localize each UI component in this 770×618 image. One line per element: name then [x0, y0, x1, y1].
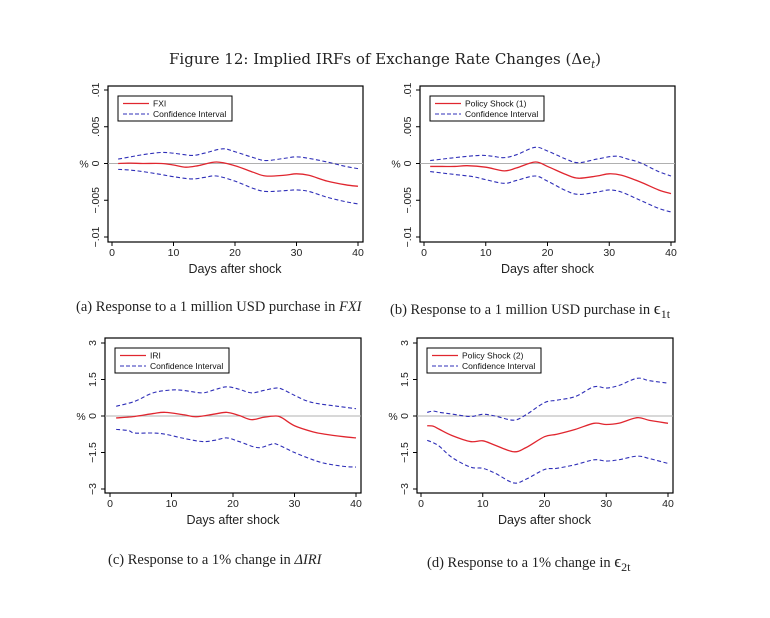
figure-title: Figure 12: Implied IRFs of Exchange Rate…	[0, 50, 770, 71]
panel-d-legend-label-point: Policy Shock (2)	[462, 351, 524, 361]
panel-a-y-tick-label: −.005	[90, 187, 102, 214]
panel-a-x-tick-label: 30	[291, 247, 303, 259]
caption-d-subscript: 2t	[621, 559, 631, 574]
panel-d-x-tick-label: 10	[477, 498, 489, 510]
panel-b-x-tick-label: 0	[421, 247, 427, 259]
panel-b-y-tick-label: .005	[402, 116, 414, 137]
panel-c-x-tick-label: 30	[289, 498, 301, 510]
panel-a-x-tick-label: 20	[229, 247, 241, 259]
panel-c-x-tick-label: 10	[166, 498, 178, 510]
panel-d-ci-lower-line	[426, 439, 669, 484]
panel-b-legend-label-point: Policy Shock (1)	[465, 99, 527, 109]
panel-c-x-tick-label: 0	[107, 498, 113, 510]
panel-a-x-tick-label: 0	[109, 247, 115, 259]
panel-c-legend-box	[114, 347, 230, 374]
panel-c-y-axis-label: %	[76, 411, 85, 423]
panel-b-y-tick-label: 0	[402, 160, 414, 166]
panel-a-ci-lower-line	[118, 168, 359, 205]
caption-b-math: ϵ	[653, 299, 661, 318]
panel-d-x-tick-label: 20	[539, 498, 551, 510]
panel-d-y-axis-label: %	[388, 411, 397, 423]
panel-d-y-tick-label: 3	[399, 340, 411, 346]
panel-d-point-estimate-line	[427, 416, 669, 453]
panel-c-y-tick-label: 0	[87, 413, 99, 419]
panel-a-legend-label-ci: Confidence Interval	[153, 109, 226, 119]
panel-d-legend-box	[426, 347, 542, 374]
panel-a-x-axis-title: Days after shock	[188, 262, 282, 276]
panel-a-y-tick-label: −.01	[90, 226, 102, 247]
panel-b-x-tick-label: 30	[603, 247, 615, 259]
panel-d-x-tick-label: 40	[662, 498, 674, 510]
panel-a-y-axis-label: %	[79, 159, 88, 171]
panel-d-x-axis-title: Days after shock	[498, 513, 592, 527]
panel-b-legend-label-ci: Confidence Interval	[465, 109, 538, 119]
caption-d-math: ϵ	[614, 552, 622, 571]
figure-title-subscript: t	[591, 60, 596, 71]
caption-b-text: (b) Response to a 1 million USD purchase…	[390, 302, 654, 318]
panel-d-legend: Policy Shock (2)Confidence Interval	[426, 347, 542, 374]
caption-c-math: ΔIRI	[294, 552, 322, 568]
panel-d-y-tick-label: 0	[399, 413, 411, 419]
caption-c-text: (c) Response to a 1% change in	[108, 552, 295, 568]
panel-b-y-axis-label: %	[391, 159, 400, 171]
panel-d-legend-label-ci: Confidence Interval	[462, 361, 535, 371]
figure-title-close: )	[595, 50, 601, 68]
caption-c: (c) Response to a 1% change in ΔIRI	[108, 552, 321, 569]
caption-b: (b) Response to a 1 million USD purchase…	[390, 299, 670, 322]
panel-c-legend-label-point: IRI	[150, 351, 161, 361]
panel-b-x-axis-title: Days after shock	[501, 262, 595, 276]
panel-d-y-tick-label: 1.5	[399, 372, 411, 387]
panel-c-y-tick-label: −1.5	[87, 442, 99, 463]
panel-b-y-tick-label: −.005	[402, 187, 414, 214]
panel-c-x-axis-title: Days after shock	[186, 513, 280, 527]
caption-b-subscript: 1t	[660, 306, 671, 321]
panel-a-point-estimate-line	[118, 161, 359, 187]
panel-a-x-tick-label: 10	[168, 247, 180, 259]
panel-b-ci-upper-line	[430, 146, 672, 177]
panel-c-y-tick-label: 3	[87, 340, 99, 346]
caption-d: (d) Response to a 1% change in ϵ2t	[427, 552, 630, 575]
panel-c-x-tick-label: 40	[350, 498, 362, 510]
panel-b-x-tick-label: 20	[542, 247, 554, 259]
panel-b-x-tick-label: 40	[665, 247, 677, 259]
panel-c-ci-lower-line	[116, 428, 357, 468]
figure-title-text: Figure 12: Implied IRFs of Exchange Rate…	[169, 50, 592, 68]
panel-c-y-tick-label: 1.5	[87, 372, 99, 387]
panel-c-point-estimate-line	[116, 411, 357, 439]
panel-c-x-tick-label: 20	[227, 498, 239, 510]
panel-a-legend-label-point: FXI	[153, 99, 166, 109]
panel-d-ci-upper-line	[427, 377, 669, 421]
panel-a-ci-upper-line	[118, 148, 359, 170]
panel-d-y-tick-label: −3	[399, 483, 411, 495]
panel-b-legend: Policy Shock (1)Confidence Interval	[429, 95, 545, 122]
panel-a-y-tick-label: 0	[90, 160, 102, 166]
panel-b-y-tick-label: .01	[402, 83, 414, 98]
caption-a-text: (a) Response to a 1 million USD purchase…	[76, 299, 339, 315]
panel-a-legend-box	[117, 95, 233, 122]
panel-c-y-tick-label: −3	[87, 483, 99, 495]
panel-a-y-tick-label: .01	[90, 83, 102, 98]
panel-d-x-tick-label: 0	[418, 498, 424, 510]
panel-b-ci-lower-line	[430, 171, 672, 213]
panel-d-x-tick-label: 30	[600, 498, 612, 510]
panel-c-ci-upper-line	[116, 386, 357, 410]
caption-a-math: FXI	[338, 299, 362, 315]
panel-a-x-tick-label: 40	[352, 247, 364, 259]
caption-a: (a) Response to a 1 million USD purchase…	[76, 299, 362, 316]
panel-b-point-estimate-line	[430, 161, 672, 195]
caption-d-text: (d) Response to a 1% change in	[427, 555, 615, 571]
panel-b-legend-box	[429, 95, 545, 122]
panel-d-y-tick-label: −1.5	[399, 442, 411, 463]
panel-c-legend-label-ci: Confidence Interval	[150, 361, 223, 371]
panel-a-y-tick-label: .005	[90, 116, 102, 137]
panel-b-x-tick-label: 10	[480, 247, 492, 259]
panel-b-y-tick-label: −.01	[402, 226, 414, 247]
